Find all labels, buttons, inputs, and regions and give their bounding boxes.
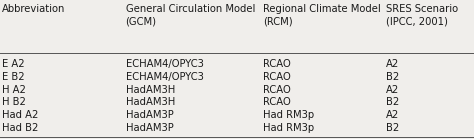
Text: B2: B2 (386, 72, 400, 82)
Text: ECHAM4/OPYC3: ECHAM4/OPYC3 (126, 59, 203, 69)
Text: RCAO: RCAO (263, 85, 291, 95)
Text: Had RM3p: Had RM3p (263, 110, 314, 120)
Text: HadAM3H: HadAM3H (126, 97, 175, 107)
Text: Had A2: Had A2 (2, 110, 39, 120)
Text: A2: A2 (386, 110, 400, 120)
Text: SRES Scenario
(IPCC, 2001): SRES Scenario (IPCC, 2001) (386, 4, 458, 27)
Text: HadAM3P: HadAM3P (126, 123, 173, 133)
Text: H A2: H A2 (2, 85, 26, 95)
Text: Had RM3p: Had RM3p (263, 123, 314, 133)
Text: B2: B2 (386, 97, 400, 107)
Text: E A2: E A2 (2, 59, 25, 69)
Text: Abbreviation: Abbreviation (2, 4, 66, 14)
Text: RCAO: RCAO (263, 97, 291, 107)
Text: H B2: H B2 (2, 97, 26, 107)
Text: Regional Climate Model
(RCM): Regional Climate Model (RCM) (263, 4, 381, 27)
Text: A2: A2 (386, 85, 400, 95)
Text: E B2: E B2 (2, 72, 25, 82)
Text: RCAO: RCAO (263, 72, 291, 82)
Text: HadAM3H: HadAM3H (126, 85, 175, 95)
Text: A2: A2 (386, 59, 400, 69)
Text: General Circulation Model
(GCM): General Circulation Model (GCM) (126, 4, 255, 27)
Text: Had B2: Had B2 (2, 123, 39, 133)
Text: ECHAM4/OPYC3: ECHAM4/OPYC3 (126, 72, 203, 82)
Text: B2: B2 (386, 123, 400, 133)
Text: RCAO: RCAO (263, 59, 291, 69)
Text: HadAM3P: HadAM3P (126, 110, 173, 120)
